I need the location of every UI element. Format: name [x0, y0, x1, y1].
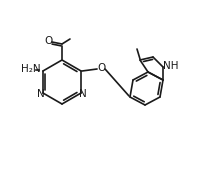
Text: O: O [44, 36, 52, 46]
Text: N: N [79, 89, 87, 99]
Text: NH: NH [163, 61, 179, 71]
Text: O: O [97, 63, 105, 73]
Text: H₂N: H₂N [21, 64, 41, 74]
Text: N: N [37, 89, 45, 99]
